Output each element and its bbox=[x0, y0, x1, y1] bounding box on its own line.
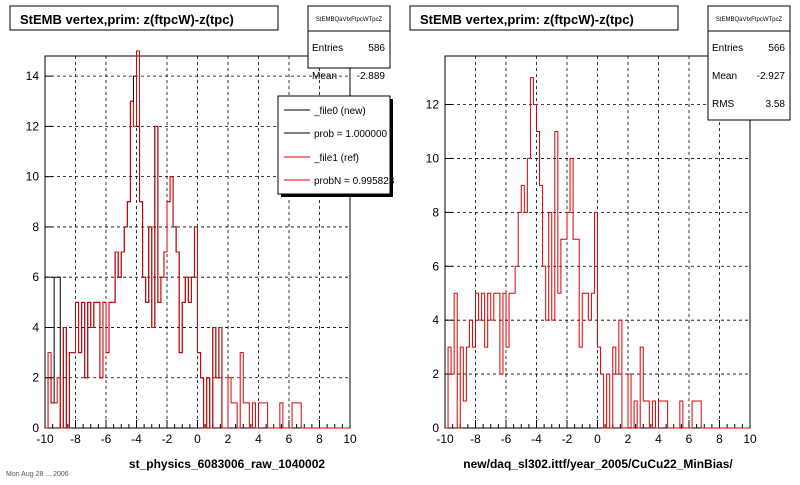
histogram-line-0 bbox=[445, 77, 750, 429]
x-tick-label: 6 bbox=[286, 432, 293, 446]
y-tick-label: 8 bbox=[32, 220, 39, 234]
x-tick-label: -2 bbox=[162, 432, 173, 446]
y-tick-label: 10 bbox=[426, 151, 440, 165]
legend-label-prob: prob = 1.000000 bbox=[314, 129, 388, 140]
x-tick-labels: -10 -8 -6 -4 -2 0 2 4 6 8 10 bbox=[36, 432, 357, 446]
x-tick-labels: -10 -8 -6 -4 -2 0 2 4 6 8 10 bbox=[436, 432, 757, 446]
x-tick-label: 8 bbox=[716, 432, 723, 446]
stats-label-rms: RMS bbox=[712, 99, 735, 110]
x-tick-label: -4 bbox=[131, 432, 142, 446]
chart-title: StEMB vertex,prim: z(ftpcW)-z(tpc) bbox=[20, 12, 234, 27]
x-tick-label: 4 bbox=[655, 432, 662, 446]
x-tick-label: 8 bbox=[316, 432, 323, 446]
x-tick-label: 0 bbox=[194, 432, 201, 446]
stats-value-entries: 566 bbox=[768, 43, 785, 54]
y-tick-label: 8 bbox=[432, 205, 439, 219]
stats-label-mean: Mean bbox=[712, 71, 737, 82]
y-tick-label: 10 bbox=[26, 170, 40, 184]
x-tick-label: -6 bbox=[501, 432, 512, 446]
stats-value-mean: -2.889 bbox=[357, 71, 386, 82]
title-box bbox=[9, 5, 279, 31]
x-axis-label: new/daq_sl302.ittf/year_2005/CuCu22_MinB… bbox=[463, 457, 733, 471]
x-axis-label: st_physics_6083006_raw_1040002 bbox=[129, 457, 325, 471]
y-tick-label: 12 bbox=[26, 119, 40, 133]
x-tick-label: -10 bbox=[436, 432, 454, 446]
y-tick-labels: 0 2 4 6 8 10 12 14 bbox=[26, 69, 40, 435]
y-tick-label: 2 bbox=[32, 371, 39, 385]
stats-name: StEMBQaVtxFtpcWTpcZ bbox=[316, 17, 383, 23]
chart-title: StEMB vertex,prim: z(ftpcW)-z(tpc) bbox=[420, 12, 634, 27]
stats-value-rms: 3.58 bbox=[766, 99, 786, 110]
histogram-series bbox=[445, 77, 750, 429]
x-tick-label: 2 bbox=[225, 432, 232, 446]
title-box bbox=[409, 5, 679, 31]
stats-label-entries: Entries bbox=[312, 43, 343, 54]
legend-label-new: _file0 (new) bbox=[313, 106, 366, 117]
x-tick-label: -8 bbox=[70, 432, 81, 446]
stats-box: StEMBQaVtxFtpcWTpcZ Entries 586 Mean -2.… bbox=[307, 5, 391, 82]
x-tick-label: 10 bbox=[343, 432, 357, 446]
x-tick-label: 4 bbox=[255, 432, 262, 446]
y-tick-label: 12 bbox=[426, 98, 440, 112]
x-tick-label: -2 bbox=[562, 432, 573, 446]
x-tick-label: -8 bbox=[470, 432, 481, 446]
x-tick-label: -10 bbox=[36, 432, 54, 446]
histogram-series bbox=[45, 50, 350, 429]
histogram-line-1 bbox=[45, 50, 350, 429]
left-histogram-panel: StEMB vertex,prim: z(ftpcW)-z(tpc) -10 -8… bbox=[9, 5, 395, 471]
x-tick-label: 6 bbox=[686, 432, 693, 446]
right-histogram-panel: StEMB vertex,prim: z(ftpcW)-z(tpc) -10 -8… bbox=[409, 5, 791, 471]
y-tick-label: 6 bbox=[432, 259, 439, 273]
stats-value-mean: -2.927 bbox=[757, 71, 786, 82]
y-tick-labels: 0 2 4 6 8 10 12 bbox=[426, 98, 440, 435]
stats-name: StEMBQaVtxFtpcWTpcZ bbox=[716, 17, 783, 23]
y-tick-label: 2 bbox=[432, 367, 439, 381]
y-tick-label: 4 bbox=[32, 320, 39, 334]
x-tick-label: 2 bbox=[625, 432, 632, 446]
x-tick-label: 0 bbox=[594, 432, 601, 446]
stats-value-entries: 586 bbox=[368, 43, 385, 54]
stats-box: StEMBQaVtxFtpcWTpcZ Entries 566 Mean -2.… bbox=[707, 5, 791, 121]
y-tick-label: 4 bbox=[432, 313, 439, 327]
stats-label-mean: Mean bbox=[312, 71, 337, 82]
y-tick-label: 0 bbox=[32, 421, 39, 435]
y-tick-label: 0 bbox=[432, 421, 439, 435]
x-tick-label: -6 bbox=[101, 432, 112, 446]
y-tick-label: 14 bbox=[26, 69, 40, 83]
x-tick-label: -4 bbox=[531, 432, 542, 446]
footer-timestamp: Mon Aug 28 ... 2006 bbox=[6, 471, 69, 478]
y-tick-label: 6 bbox=[32, 270, 39, 284]
stats-label-entries: Entries bbox=[712, 43, 743, 54]
x-tick-label: 10 bbox=[743, 432, 757, 446]
legend-label-ref: _file1 (ref) bbox=[313, 153, 359, 164]
legend-label-probn: probN = 0.995823 bbox=[314, 176, 395, 187]
legend: _file0 (new) prob = 1.000000 _file1 (ref… bbox=[277, 95, 395, 197]
